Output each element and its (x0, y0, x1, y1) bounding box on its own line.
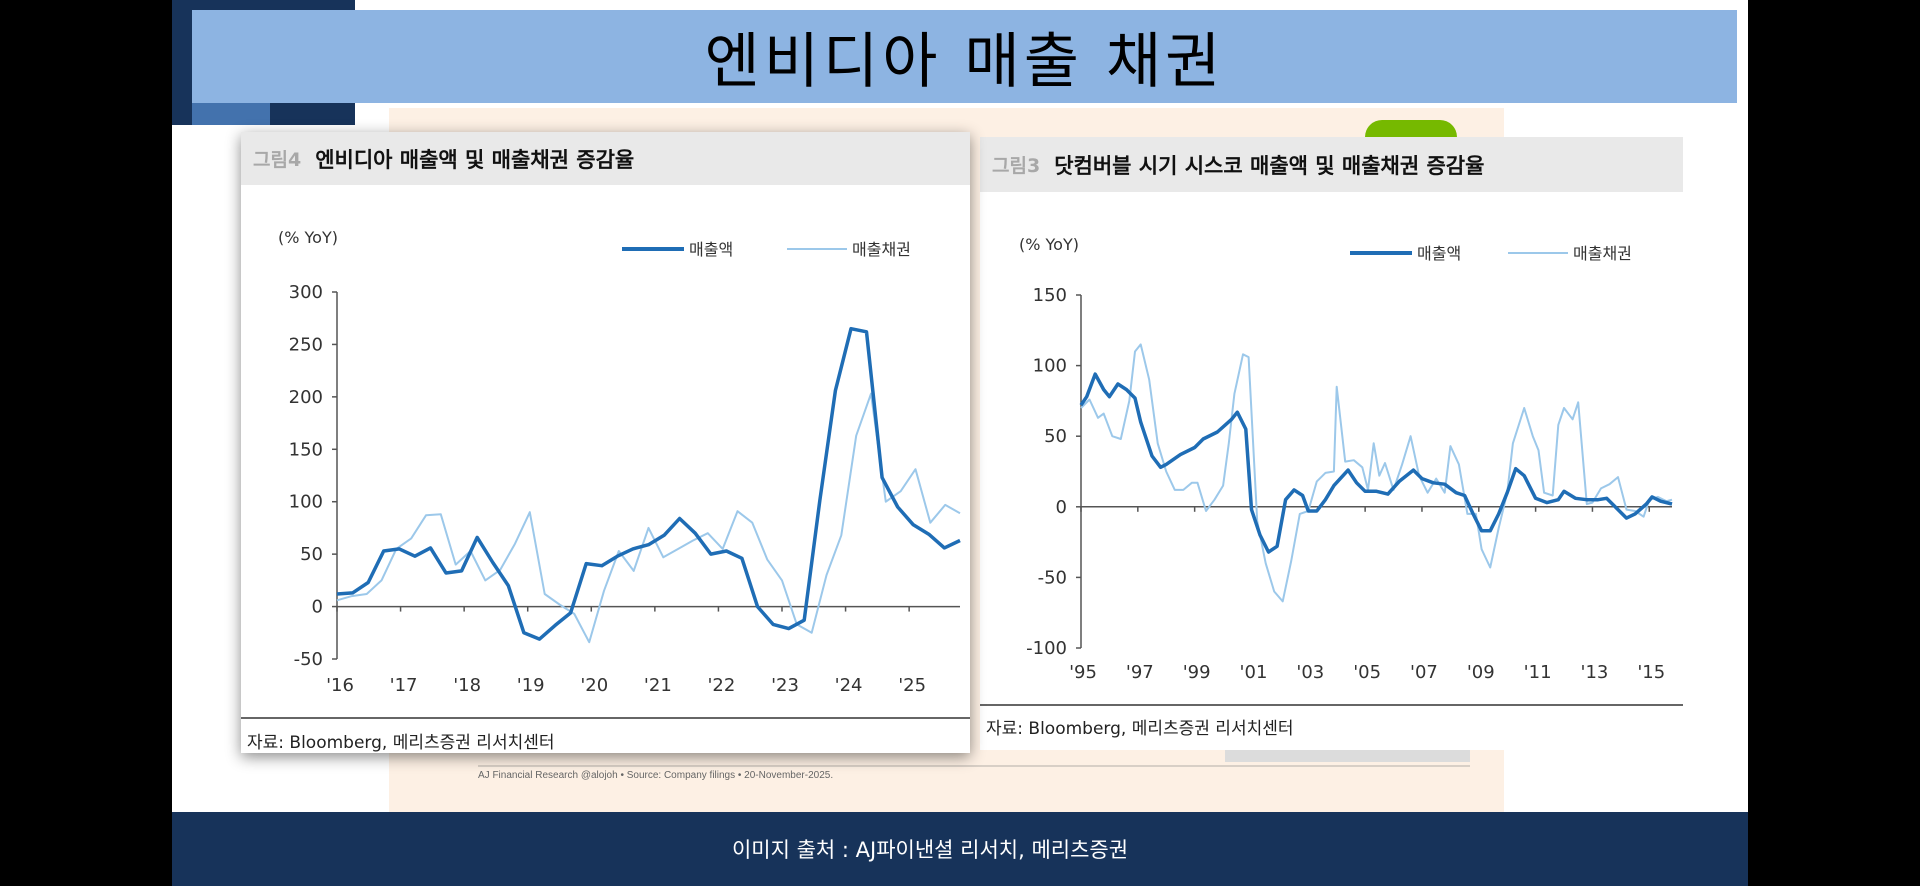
x-tick-label: '17 (390, 675, 418, 696)
chart-title: 엔비디아 매출액 및 매출채권 증감율 (315, 147, 635, 172)
cisco-chart-card: 그림3 닷컴버블 시기 시스코 매출액 및 매출채권 증감율 (% YoY) 15… (980, 137, 1683, 750)
y-tick-label: -50 (1038, 567, 1067, 588)
x-tick-label: '21 (644, 675, 672, 696)
x-tick-label: '16 (326, 675, 354, 696)
y-axis-unit-label: (% YoY) (278, 228, 338, 247)
y-tick-label: 0 (1056, 497, 1067, 518)
footer-bar: 이미지 출처 : AJ파이낸셜 리서치, 메리츠증권 (172, 812, 1748, 886)
nvidia-chart-card: 그림4 엔비디아 매출액 및 매출채권 증감율 (% YoY) 300 250 200… (241, 132, 970, 753)
x-tick-label: '20 (580, 675, 608, 696)
x-tick-label: '95 (1069, 662, 1097, 683)
x-tick-label: '03 (1296, 662, 1324, 683)
chart-title-bar: 그림4 엔비디아 매출액 및 매출채권 증감율 (241, 132, 970, 185)
legend-receivables-label: 매출채권 (1573, 244, 1632, 263)
chart-source: 자료: Bloomberg, 메리츠증권 리서치센터 (247, 733, 555, 753)
slide-accent-square (192, 100, 270, 125)
y-tick-label: 50 (300, 544, 323, 565)
legend-revenue-label: 매출액 (1417, 244, 1461, 263)
y-tick-label: 200 (289, 387, 323, 408)
x-tick-label: '05 (1353, 662, 1381, 683)
y-tick-label: 250 (289, 334, 323, 355)
image-credit: 이미지 출처 : AJ파이낸셜 리서치, 메리츠증권 (731, 838, 1129, 862)
x-tick-label: '24 (835, 675, 863, 696)
receivables-series-line (1080, 343, 1673, 603)
title-banner: 엔비디아 매출 채권 (192, 10, 1737, 103)
x-tick-label: '25 (898, 675, 926, 696)
x-tick-label: '18 (453, 675, 481, 696)
x-tick-label: '11 (1524, 662, 1552, 683)
x-tick-label: '23 (771, 675, 799, 696)
y-tick-label: 100 (289, 492, 323, 513)
y-tick-label: 300 (289, 282, 323, 303)
y-tick-label: 0 (312, 597, 323, 618)
legend-revenue-label: 매출액 (689, 240, 733, 259)
nvidia-logo-fragment (1365, 120, 1457, 137)
background-footnote: AJ Financial Research @alojoh • Source: … (478, 770, 834, 781)
revenue-series-line (1079, 372, 1673, 554)
x-tick-label: '09 (1467, 662, 1495, 683)
y-tick-label: 150 (289, 439, 323, 460)
y-tick-label: 150 (1033, 285, 1067, 306)
figure-number: 그림4 (253, 149, 302, 171)
x-tick-label: '07 (1410, 662, 1438, 683)
background-gray-block (1225, 747, 1470, 762)
chart-source: 자료: Bloomberg, 메리츠증권 리서치센터 (986, 719, 1294, 739)
chart-title-bar: 그림3 닷컴버블 시기 시스코 매출액 및 매출채권 증감율 (980, 137, 1683, 192)
x-tick-label: '13 (1581, 662, 1609, 683)
y-tick-label: 50 (1044, 426, 1067, 447)
revenue-series-line (336, 326, 961, 641)
x-tick-label: '15 (1637, 662, 1665, 683)
y-tick-label: -50 (294, 649, 323, 670)
x-tick-label: '99 (1183, 662, 1211, 683)
slide-title: 엔비디아 매출 채권 (704, 27, 1225, 97)
x-tick-label: '97 (1126, 662, 1154, 683)
y-axis-unit-label: (% YoY) (1019, 235, 1079, 254)
background-divider (478, 765, 1470, 767)
x-tick-label: '01 (1240, 662, 1268, 683)
y-tick-label: 100 (1033, 356, 1067, 377)
legend-receivables-label: 매출채권 (852, 240, 911, 259)
x-tick-label: '22 (707, 675, 735, 696)
cisco-chart: (% YoY) 150 100 50 0 -50 -100'95 '97 '99 '01 '03 '0… (980, 235, 1683, 706)
x-tick-label: '19 (517, 675, 545, 696)
figure-number: 그림3 (992, 155, 1041, 177)
y-tick-label: -100 (1026, 638, 1067, 659)
chart-title: 닷컴버블 시기 시스코 매출액 및 매출채권 증감율 (1054, 153, 1485, 178)
receivables-series-line (336, 392, 961, 644)
nvidia-chart: (% YoY) 300 250 200 150 100 50 0 -50'16 '17 '18 '19… (241, 228, 970, 719)
